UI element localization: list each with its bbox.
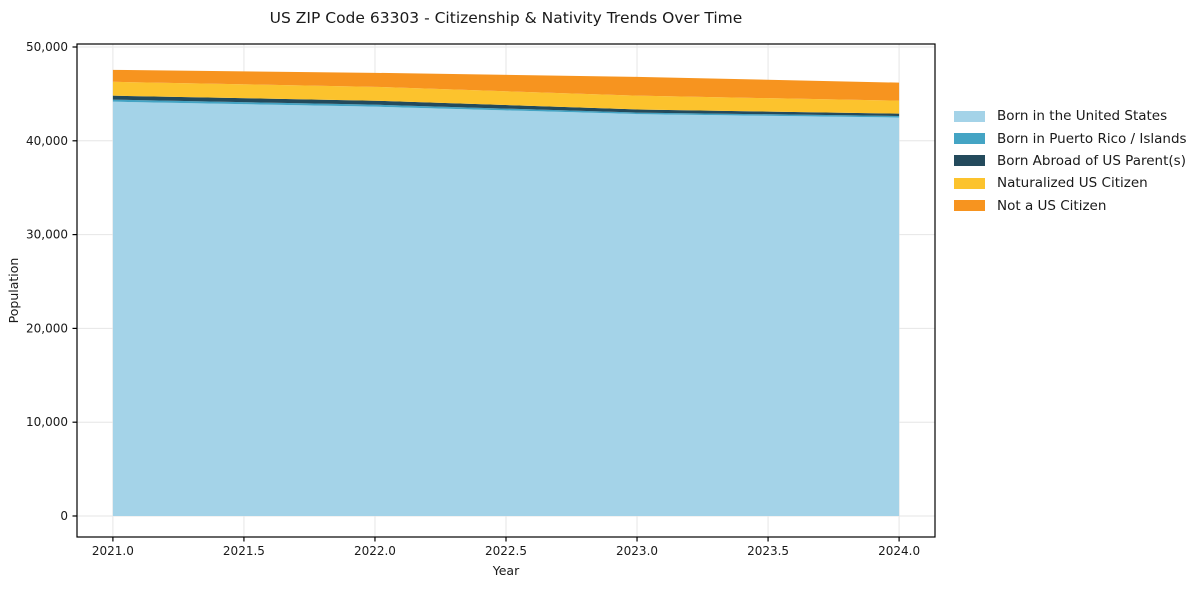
x-tick-label: 2021.0 <box>92 544 134 558</box>
x-tick-label: 2021.5 <box>223 544 265 558</box>
x-tick-label: 2023.0 <box>616 544 658 558</box>
legend-swatch-icon <box>954 133 985 145</box>
y-tick-label: 10,000 <box>26 415 68 429</box>
y-tick-label: 30,000 <box>26 228 68 242</box>
axes-ticks: 2021.0 2021.5 2022.0 2022.5 2023.0 2023.5 2024… <box>26 40 920 558</box>
legend-label: Not a US Citizen <box>997 197 1107 214</box>
x-tick-label: 2022.0 <box>354 544 396 558</box>
x-axis-label: Year <box>492 563 520 578</box>
legend-item-naturalized-us-citizen: Naturalized US Citizen <box>954 172 1187 194</box>
area-born-abroad-of-us-parent-s <box>112 95 900 116</box>
x-tick-label: 2022.5 <box>485 544 527 558</box>
legend-label: Naturalized US Citizen <box>997 175 1148 192</box>
legend-swatch-icon <box>954 177 985 189</box>
area-born-in-the-united-states <box>112 101 900 516</box>
area-naturalized-us-citizen <box>112 81 900 114</box>
legend-label: Born in Puerto Rico / Islands <box>997 130 1187 147</box>
legend-swatch-icon <box>954 155 985 167</box>
y-tick-label: 0 <box>60 509 68 523</box>
stacked-areas <box>112 69 900 516</box>
legend-label: Born in the United States <box>997 108 1168 125</box>
y-tick-label: 50,000 <box>26 40 68 54</box>
chart-title: US ZIP Code 63303 - Citizenship & Nativi… <box>269 9 743 27</box>
area-born-in-puerto-rico-islands <box>112 99 900 118</box>
y-tick-label: 20,000 <box>26 321 68 335</box>
x-tick-label: 2024.0 <box>878 544 920 558</box>
legend-swatch-icon <box>954 200 985 212</box>
legend-label: Born Abroad of US Parent(s) <box>997 152 1186 169</box>
area-not-a-us-citizen <box>112 69 900 101</box>
legend-item-born-in-puerto-rico-islands: Born in Puerto Rico / Islands <box>954 127 1187 149</box>
y-tick-label: 40,000 <box>26 134 68 148</box>
legend: Born in the United States Born in Puerto … <box>954 105 1187 217</box>
y-axis-label: Population <box>6 258 21 324</box>
legend-swatch-icon <box>954 110 985 122</box>
legend-item-not-a-us-citizen: Not a US Citizen <box>954 195 1187 217</box>
legend-item-born-in-the-united-states: Born in the United States <box>954 105 1187 127</box>
legend-item-born-abroad-of-us-parent-s: Born Abroad of US Parent(s) <box>954 150 1187 172</box>
x-tick-label: 2023.5 <box>747 544 789 558</box>
